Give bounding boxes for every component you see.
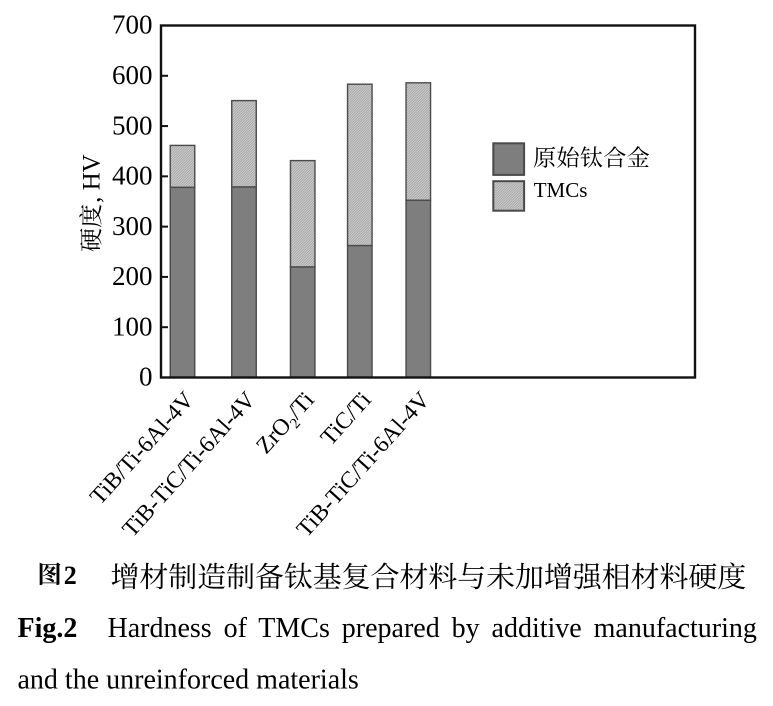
svg-text:300: 300 bbox=[112, 211, 153, 241]
svg-text:and the unreinforced materials: and the unreinforced materials bbox=[18, 665, 359, 696]
svg-text:400: 400 bbox=[112, 161, 153, 191]
svg-text:500: 500 bbox=[112, 110, 153, 140]
svg-text:ZrO2/Ti: ZrO2/Ti bbox=[251, 387, 322, 461]
svg-text:100: 100 bbox=[112, 311, 153, 341]
svg-text:2: 2 bbox=[64, 561, 77, 590]
svg-text:TMCs: TMCs bbox=[534, 178, 588, 202]
svg-text:Fig.2: Fig.2 bbox=[18, 613, 78, 644]
svg-text:, HV: , HV bbox=[79, 154, 106, 203]
svg-text:700: 700 bbox=[112, 10, 153, 40]
svg-text:0: 0 bbox=[139, 362, 153, 392]
svg-text:600: 600 bbox=[112, 60, 153, 90]
svg-text:Hardness of TMCs prepared by a: Hardness of TMCs prepared by additive ma… bbox=[108, 613, 757, 644]
svg-text:200: 200 bbox=[112, 261, 153, 291]
